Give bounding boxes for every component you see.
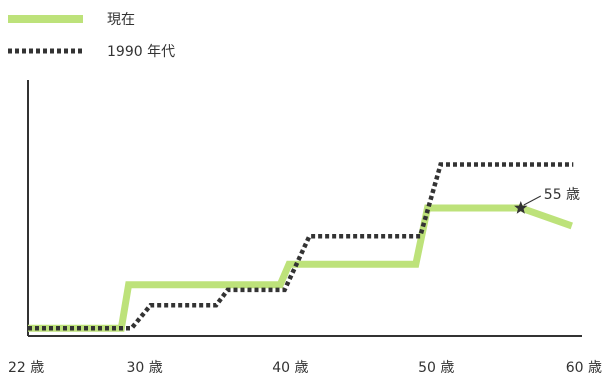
x-tick-label: 40 歳	[272, 360, 308, 376]
series-line-current	[28, 204, 573, 332]
annotation-leader-line	[523, 195, 542, 206]
x-tick-labels: 22 歳 30 歳 40 歳 50 歳 60 歳	[8, 360, 602, 376]
x-tick-label: 22 歳	[8, 360, 44, 376]
series-layer	[28, 162, 574, 332]
annotation-55: 55 歳	[514, 187, 580, 214]
annotation-label: 55 歳	[544, 187, 580, 203]
star-marker-icon	[514, 201, 528, 214]
x-tick-label: 60 歳	[566, 360, 602, 376]
axes	[27, 80, 582, 337]
series-line-1990s	[28, 162, 574, 331]
legend: 現在 1990 年代	[8, 12, 175, 60]
x-tick-label: 50 歳	[418, 360, 454, 376]
legend-label-current: 現在	[107, 12, 135, 28]
x-tick-label: 30 歳	[126, 360, 162, 376]
legend-label-1990s: 1990 年代	[107, 44, 175, 60]
